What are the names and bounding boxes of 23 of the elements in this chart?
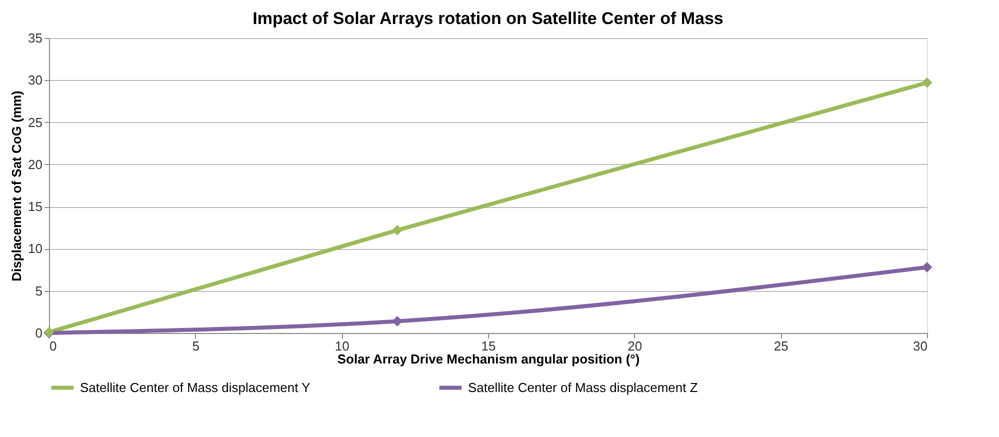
y-tick-label: 20 <box>28 156 42 172</box>
x-tick-label: 25 <box>774 338 788 354</box>
point <box>922 262 932 272</box>
x-tick-label: 30 <box>913 338 928 354</box>
x-tick-label: 15 <box>481 338 496 354</box>
point <box>922 77 932 88</box>
y-tick-label: 25 <box>28 114 42 130</box>
x-tick-label: 5 <box>192 338 200 354</box>
x-tick-label: 0 <box>50 338 57 354</box>
legend-label: Satellite Center of Mass displacement Y <box>80 380 311 395</box>
legend-label: Satellite Center of Mass displacement Z <box>468 380 698 395</box>
x-tick-label: 20 <box>628 338 642 354</box>
x-tick-label: 10 <box>334 338 350 354</box>
y-tick-label: 35 <box>28 30 42 46</box>
y-tick-label: 5 <box>35 283 42 298</box>
chart-title: Impact of Solar Arrays rotation on Satellite Center of Mass <box>252 9 724 28</box>
x-axis-title: Solar Array Drive Mechanism angular position (°) <box>337 352 640 366</box>
y-tick-label: 30 <box>28 72 42 88</box>
y-axis-title: Displacement of Sat CoG (mm) <box>9 90 24 282</box>
y-tick-label: 15 <box>28 199 42 214</box>
point <box>392 224 403 236</box>
y-tick-label: 10 <box>28 241 42 256</box>
y-tick-label: 0 <box>35 326 42 340</box>
